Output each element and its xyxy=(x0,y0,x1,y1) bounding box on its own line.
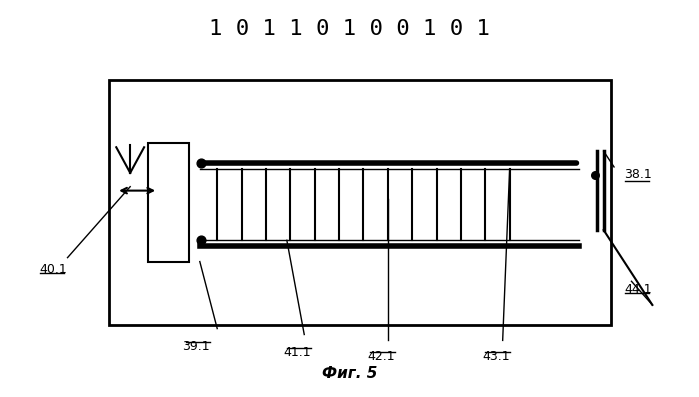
Text: 39.1: 39.1 xyxy=(182,340,210,353)
Bar xyxy=(109,80,611,325)
Text: 1 0 1 1 0 1 0 0 1 0 1: 1 0 1 1 0 1 0 0 1 0 1 xyxy=(209,19,490,39)
Text: 42.1: 42.1 xyxy=(367,350,395,363)
Text: 43.1: 43.1 xyxy=(482,350,510,363)
Text: 38.1: 38.1 xyxy=(624,168,652,181)
Point xyxy=(196,237,207,243)
Point xyxy=(590,172,601,178)
Text: 41.1: 41.1 xyxy=(284,346,311,359)
Text: Фиг. 5: Фиг. 5 xyxy=(322,366,377,382)
Text: 44.1: 44.1 xyxy=(624,283,652,296)
Bar xyxy=(147,143,189,262)
Text: 40.1: 40.1 xyxy=(40,263,67,276)
Point xyxy=(196,160,207,166)
